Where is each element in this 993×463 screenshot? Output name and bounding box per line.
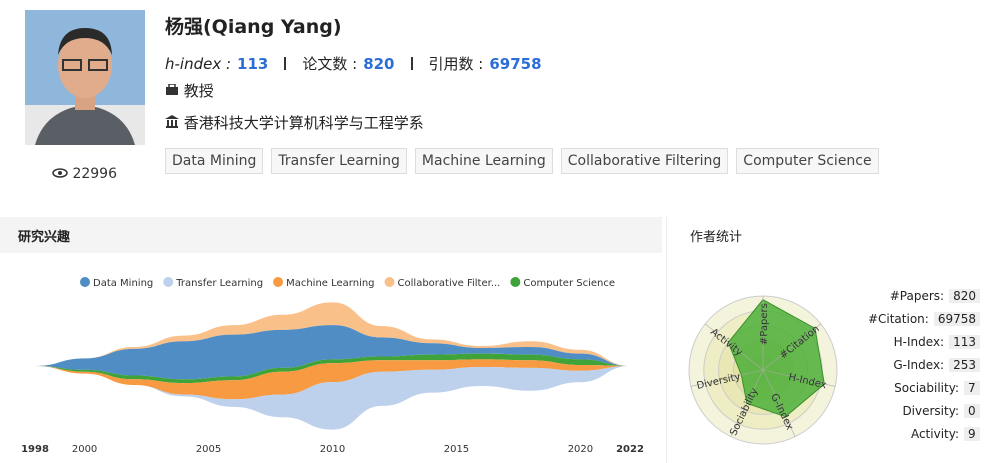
legend-label: Data Mining: [93, 278, 153, 289]
avatar: [25, 10, 145, 145]
legend-label: Computer Science: [523, 278, 615, 289]
legend-swatch: [510, 277, 521, 287]
papers-label: 论文数 :: [302, 55, 358, 73]
legend-swatch: [384, 277, 395, 287]
hindex: 113: [237, 54, 269, 73]
stat-value: 9: [964, 426, 980, 441]
section-title: 作者统计: [690, 230, 743, 245]
radar-axis: [762, 369, 796, 437]
stat-value: 113: [949, 334, 980, 349]
stat-value: 7: [964, 380, 980, 395]
citations-label: 引用数 :: [428, 55, 484, 73]
stat-label: Sociability:: [894, 380, 959, 395]
stat-row: #Citation: 69758: [840, 307, 980, 330]
stat-row: #Papers: 820: [840, 284, 980, 307]
legend-label: Collaborative Filter...: [398, 278, 501, 289]
affiliation: 香港科技大学计算机科学与工程学系: [165, 112, 424, 133]
views: 22996: [52, 166, 117, 182]
radar-axis: [762, 323, 822, 371]
eye-icon: [52, 168, 68, 178]
legend-swatch: [80, 277, 90, 287]
stat-row: Activity: 9: [840, 422, 980, 445]
section-title: 研究兴趣: [18, 230, 71, 245]
stat-label: H-Index:: [893, 334, 945, 349]
stat-row: Sociability: 7: [840, 376, 980, 399]
tags: Data Mining Transfer Learning Machine Lear…: [165, 148, 879, 174]
legend-swatch: [163, 277, 174, 287]
radar-axis: [690, 369, 764, 387]
radar-axis: [704, 323, 764, 371]
affiliation-text: 香港科技大学计算机科学与工程学系: [183, 114, 424, 132]
stream-area: [35, 366, 630, 430]
tag: Collaborative Filtering: [560, 148, 729, 174]
legend-swatch: [273, 277, 284, 287]
stream-area: [35, 325, 630, 380]
section-header: 研究兴趣: [0, 217, 662, 253]
stat-row: Diversity: 0: [840, 399, 980, 422]
stat-label: #Citation:: [867, 311, 929, 326]
views-count: 22996: [72, 166, 117, 182]
papers: 820: [363, 54, 395, 73]
radar-area: [727, 299, 825, 418]
stat-label: Activity:: [910, 426, 959, 441]
icon: [165, 115, 179, 128]
stats: #Papers: 820 #Citation: 69758 H-Index: 113 G-I…: [840, 284, 980, 445]
stream-area: [35, 302, 630, 366]
separator: [410, 57, 413, 70]
x-tick-label: 2015: [444, 444, 469, 455]
radar-label: #Papers: [759, 303, 770, 345]
x-tick-label: 2005: [196, 444, 221, 455]
stat-value: 69758: [933, 311, 980, 326]
legend-label: Machine Learning: [286, 278, 374, 289]
tag: Transfer Learning: [271, 148, 407, 174]
position: 教授: [165, 80, 214, 101]
x-tick-label: 2020: [568, 444, 593, 455]
icon: [166, 83, 178, 95]
stat-label: #Papers:: [889, 288, 945, 303]
stream-area: [35, 353, 630, 384]
stat-value: 820: [949, 288, 980, 303]
hindex-label: h-index :: [165, 54, 232, 73]
name: 杨强(Qiang Yang): [165, 16, 342, 38]
tag: Machine Learning: [414, 148, 553, 174]
stat-value: 253: [949, 357, 980, 372]
stat-row: H-Index: 113: [840, 330, 980, 353]
stat-label: Diversity:: [902, 403, 959, 418]
stat-label: G-Index:: [893, 357, 945, 372]
legend-label: Transfer Learning: [175, 278, 263, 289]
metrics: h-index : 113 论文数 : 820 引用数 : 69758: [165, 53, 542, 74]
tag: Data Mining: [165, 148, 264, 174]
x-tick-label: 2010: [320, 444, 345, 455]
stat-row: G-Index: 253: [840, 353, 980, 376]
x-tick-label: 2022: [616, 444, 644, 455]
separator: [284, 57, 287, 70]
stream-area: [35, 359, 630, 400]
x-tick-label: 2000: [72, 444, 97, 455]
x-tick-label: 1998: [21, 444, 49, 455]
stat-value: 0: [964, 403, 980, 418]
divider: [666, 217, 667, 463]
position-text: 教授: [183, 82, 214, 100]
radar-axis: [730, 369, 764, 437]
citations: 69758: [489, 54, 542, 73]
radar-axis: [762, 369, 836, 387]
tag: Computer Science: [736, 148, 879, 174]
